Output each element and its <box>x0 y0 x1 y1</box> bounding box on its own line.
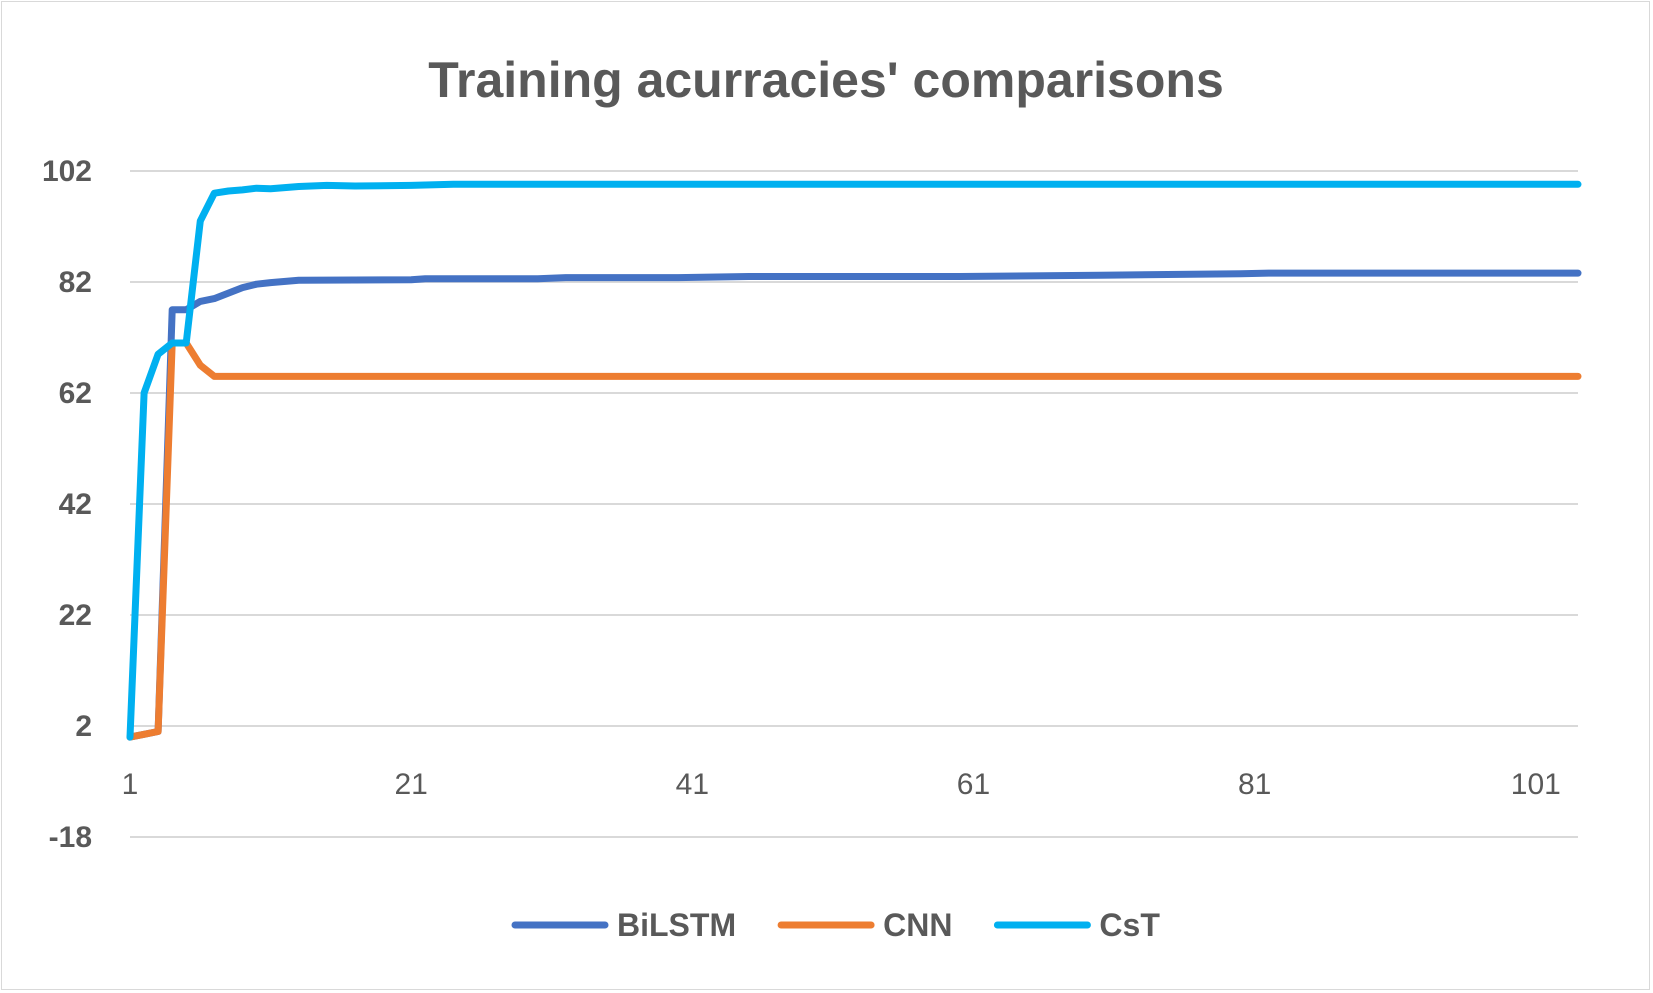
y-tick-label: 82 <box>59 266 92 299</box>
series-line-cst <box>126 180 1582 741</box>
series-line-bilstm <box>126 269 1582 741</box>
series-lines <box>126 180 1582 741</box>
y-tick-label: 2 <box>75 710 92 743</box>
legend-label-bilstm: BiLSTM <box>617 907 736 943</box>
y-tick-label: -18 <box>49 821 92 854</box>
series-line-cnn <box>126 339 1582 741</box>
y-tick-label: 102 <box>42 155 92 188</box>
y-tick-label: 22 <box>59 599 92 632</box>
legend: BiLSTM CNN CsT <box>511 907 1160 943</box>
x-tick-label: 41 <box>676 768 709 801</box>
y-tick-label: 42 <box>59 488 92 521</box>
y-tick-label: 62 <box>59 377 92 410</box>
chart-title: Training acurracies' comparisons <box>428 52 1224 108</box>
x-tick-label: 61 <box>957 768 990 801</box>
x-tick-label: 1 <box>122 768 139 801</box>
x-tick-label: 101 <box>1511 768 1561 801</box>
x-tick-label: 81 <box>1238 768 1271 801</box>
x-tick-label: 21 <box>394 768 427 801</box>
gridlines <box>130 170 1578 838</box>
legend-label-cst: CsT <box>1099 907 1160 943</box>
legend-label-cnn: CNN <box>883 907 952 943</box>
x-axis-tick-labels: 1 21 41 61 81 101 <box>122 768 1561 801</box>
